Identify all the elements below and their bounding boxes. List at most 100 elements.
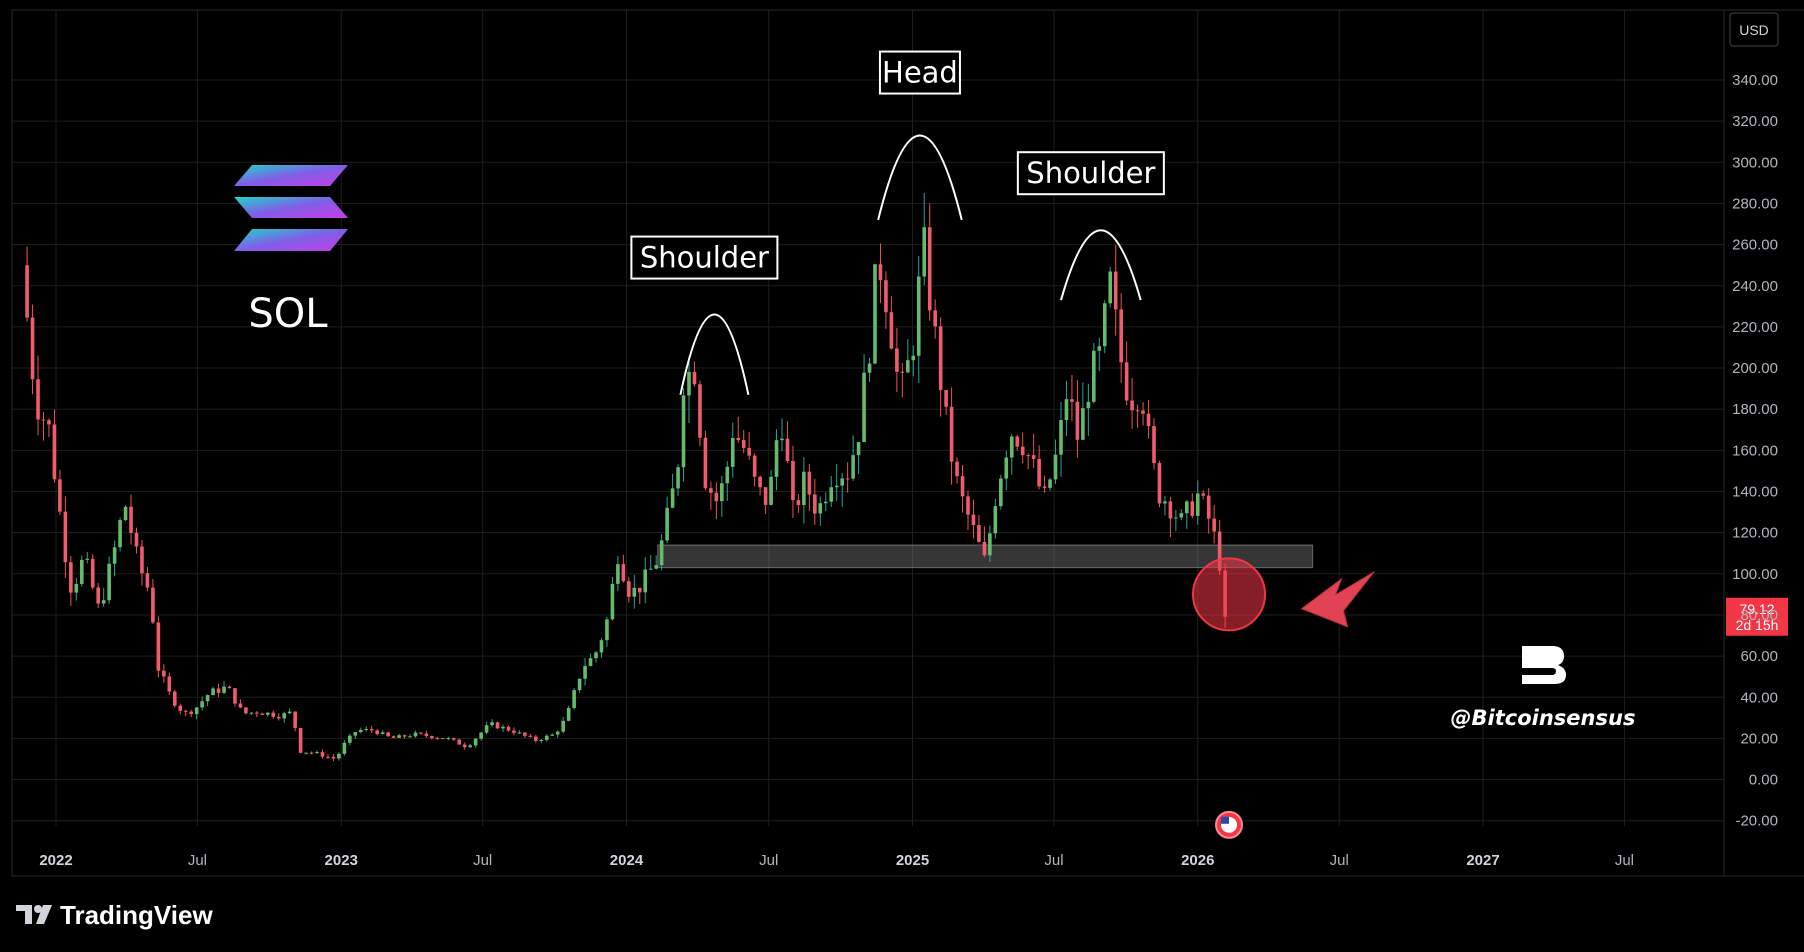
pattern-label: Shoulder bbox=[640, 241, 769, 275]
candle-body bbox=[884, 280, 888, 313]
candle-body bbox=[69, 562, 73, 593]
bitcoinsensus-logo-icon bbox=[1522, 646, 1566, 684]
candle-body bbox=[867, 363, 872, 373]
time-axis[interactable]: 2022 Jul 2023 Jul 2024 Jul 2025 Jul 2026 Jul 2027 J… bbox=[39, 852, 1634, 869]
y-tick-label: 80.00 bbox=[1740, 607, 1778, 624]
candle-body bbox=[796, 500, 801, 506]
currency-button[interactable]: USD bbox=[1729, 12, 1779, 47]
candle-body bbox=[534, 736, 538, 741]
y-tick-label: 280.00 bbox=[1732, 195, 1778, 212]
candle-body bbox=[402, 735, 407, 737]
candle-body bbox=[1179, 513, 1184, 518]
candle-body bbox=[1020, 446, 1025, 456]
candle-body bbox=[1031, 455, 1036, 459]
y-tick-label: 20.00 bbox=[1740, 730, 1778, 747]
candle-body bbox=[758, 476, 762, 488]
candle-body bbox=[807, 471, 812, 495]
candle-body bbox=[490, 722, 494, 726]
x-tick-label: 2022 bbox=[39, 852, 72, 869]
candle-body bbox=[63, 511, 68, 563]
candle-body bbox=[643, 569, 648, 593]
candle-body bbox=[632, 587, 637, 597]
solana-logo-icon bbox=[234, 165, 348, 251]
candle-body bbox=[550, 734, 555, 736]
tradingview-logo-icon[interactable] bbox=[16, 905, 52, 924]
candle-body bbox=[889, 312, 894, 349]
candle-body bbox=[74, 583, 79, 593]
candle-body bbox=[1157, 463, 1162, 504]
candle-body bbox=[627, 581, 631, 597]
candle-body bbox=[736, 437, 741, 441]
candle-body bbox=[337, 753, 341, 759]
candle-body bbox=[873, 264, 877, 364]
candle-body bbox=[462, 744, 467, 748]
candle-body bbox=[380, 732, 385, 735]
chart-pane bbox=[12, 10, 1724, 876]
candle-body bbox=[129, 506, 133, 533]
candle-body bbox=[703, 437, 708, 489]
candle-body bbox=[151, 587, 155, 623]
brand-name[interactable]: TradingView bbox=[60, 900, 213, 930]
candle-body bbox=[271, 712, 276, 717]
candle-body bbox=[840, 478, 844, 486]
candle-body bbox=[1102, 303, 1107, 347]
candle-body bbox=[222, 686, 226, 693]
candle-body bbox=[112, 547, 117, 564]
candle-body bbox=[1217, 531, 1222, 571]
candle-body bbox=[834, 485, 839, 488]
candle-body bbox=[1201, 493, 1206, 496]
y-tick-label: 100.00 bbox=[1732, 566, 1778, 583]
pattern-label-box bbox=[1016, 151, 1165, 196]
pattern-arc bbox=[877, 134, 963, 221]
candle-body bbox=[1130, 400, 1134, 411]
candle-body bbox=[244, 707, 248, 714]
candle-body bbox=[977, 525, 981, 543]
price-axis[interactable]: 340.00 320.00 300.00 280.00 260.00 240.00 220.… bbox=[1732, 72, 1778, 830]
candle-body bbox=[813, 494, 817, 514]
candle-body bbox=[895, 348, 899, 372]
x-tick-label: Jul bbox=[1615, 852, 1634, 869]
candle-body bbox=[829, 487, 834, 502]
candle-body bbox=[52, 424, 57, 480]
y-tick-label: 40.00 bbox=[1740, 689, 1778, 706]
candle-body bbox=[774, 440, 779, 477]
y-tick-label: 160.00 bbox=[1732, 442, 1778, 459]
candle-body bbox=[648, 568, 653, 570]
candle-body bbox=[741, 440, 746, 448]
candle-body bbox=[1195, 493, 1200, 516]
candle-body bbox=[583, 666, 587, 679]
candle-body bbox=[364, 728, 369, 730]
candle-body bbox=[1042, 486, 1047, 488]
candle-body bbox=[495, 722, 500, 729]
candle-body bbox=[304, 752, 308, 754]
y-tick-label: -20.00 bbox=[1735, 813, 1778, 830]
candle-body bbox=[1152, 426, 1156, 464]
candle-body bbox=[922, 227, 927, 277]
candle-body bbox=[451, 738, 456, 740]
candle-body bbox=[260, 713, 265, 715]
candle-body bbox=[561, 720, 565, 732]
candle-body bbox=[178, 705, 183, 711]
candle-body bbox=[709, 488, 713, 493]
candle-body bbox=[1059, 420, 1063, 455]
candle-body bbox=[391, 736, 396, 738]
candle-body bbox=[785, 438, 790, 462]
candle-body bbox=[107, 563, 111, 601]
candle-body bbox=[1146, 413, 1151, 427]
y-tick-label: 300.00 bbox=[1732, 154, 1778, 171]
pattern-label: Shoulder bbox=[1026, 156, 1155, 190]
pattern-annotations: Shoulder Head Shoulder bbox=[630, 50, 1165, 396]
x-tick-label: Jul bbox=[473, 852, 492, 869]
candle-body bbox=[238, 703, 243, 708]
candle-body bbox=[878, 264, 883, 281]
candle-body bbox=[539, 739, 544, 741]
candle-body bbox=[326, 756, 330, 758]
candle-body bbox=[216, 688, 221, 693]
candle-body bbox=[282, 713, 286, 719]
candle-body bbox=[1086, 401, 1091, 409]
y-tick-label: 60.00 bbox=[1740, 648, 1778, 665]
candle-body bbox=[555, 731, 560, 735]
candle-body bbox=[1026, 455, 1030, 457]
